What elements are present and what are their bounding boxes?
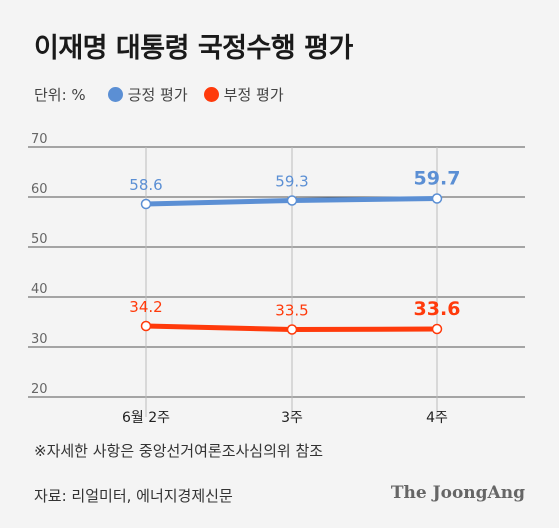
legend: 단위: % 긍정 평가 부정 평가 [34,83,300,105]
footnote: ※자세한 사항은 중앙선거여론조사심의위 참조 [34,442,324,460]
y-tick-label: 20 [31,382,48,397]
legend-swatch-negative [203,86,219,102]
data-point [286,195,298,206]
data-point [431,323,443,335]
data-label: 58.6 [129,176,162,194]
data-point [140,320,152,332]
data-point [431,193,443,204]
source-text: 자료: 리얼미터, 에너지경제신문 [34,487,233,505]
y-tick-label: 40 [31,282,48,297]
line-chart: 20 30 40 50 60 70 6월 2주 3주 4주 58.6 59.3 59.7 34.2 33.… [28,132,525,426]
legend-item-negative: 부정 평가 [203,84,284,105]
legend-swatch-positive [107,86,123,102]
data-label: 33.6 [414,298,461,320]
y-tick-label: 30 [31,332,48,347]
y-tick-label: 50 [31,232,48,247]
unit-label: 단위: % [34,85,86,104]
data-label: 59.3 [275,173,308,191]
publisher-logo: The JoongAng [390,483,525,503]
x-tick-label: 6월 2주 [122,410,170,426]
x-tick-label: 3주 [281,410,303,426]
legend-label-positive: 긍정 평가 [127,85,188,104]
data-label: 34.2 [129,298,162,316]
data-point [286,324,298,335]
chart-title: 이재명 대통령 국정수행 평가 [34,33,353,64]
data-point [140,198,152,210]
data-label: 33.5 [275,302,308,320]
data-label: 59.7 [414,168,461,190]
y-tick-label: 60 [31,182,48,197]
legend-label-negative: 부정 평가 [223,85,284,104]
x-tick-label: 4주 [426,410,448,426]
y-tick-label: 70 [31,132,48,147]
legend-item-positive: 긍정 평가 [107,84,188,105]
